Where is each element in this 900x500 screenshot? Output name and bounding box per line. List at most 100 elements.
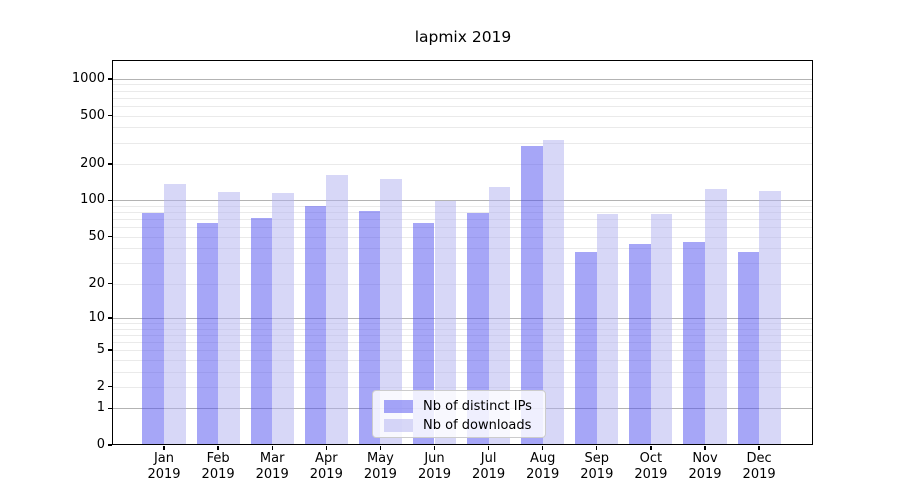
bar-downloads-mar [272,193,294,444]
x-tick-label-jul: Jul 2019 [472,451,506,482]
x-tick-mark-feb [217,445,219,450]
bar-downloads-dec [759,190,781,444]
y-tick-label-50: 50 [88,228,105,244]
bar-ips-jun [412,222,435,444]
plot-area [113,61,813,444]
gridline-100 [113,200,813,202]
bar-ips-apr [304,205,327,444]
gridline-9 [113,322,813,324]
gridline-50 [113,236,813,238]
bar-ips-jan [142,213,164,444]
y-tick-mark-50 [107,235,112,238]
y-tick-label-1000: 1000 [71,70,105,86]
y-tick-label-0: 0 [96,437,105,452]
bar-ips-nov [683,242,705,444]
y-tick-mark-2 [107,386,112,388]
bar-downloads-apr [326,175,348,444]
bar-ips-mar [250,217,273,444]
gridline-1000 [113,78,813,80]
legend: Nb of distinct IPs Nb of downloads [372,390,546,438]
bar-downloads-may [380,179,402,444]
legend-label-downloads: Nb of downloads [423,417,532,433]
gridline-10 [113,317,813,319]
bar-ips-sep [575,252,597,444]
y-tick-mark-5 [107,349,112,351]
x-tick-mark-jul [487,445,490,450]
x-tick-label-feb: Feb 2019 [201,451,235,482]
bar-ips-oct [629,244,651,444]
x-tick-label-oct: Oct 2019 [634,451,668,482]
bar-downloads-oct [650,214,673,444]
bar-downloads-jan [164,183,186,444]
x-tick-label-nov: Nov 2019 [688,451,722,482]
y-tick-label-20: 20 [88,275,105,291]
gridline-6 [113,341,813,343]
x-tick-label-sep: Sep 2019 [580,451,614,482]
bar-downloads-sep [596,214,619,444]
gridline-80 [113,212,813,214]
bar-downloads-jun [434,200,457,444]
y-tick-mark-0 [107,444,112,446]
y-tick-mark-10 [107,317,112,319]
gridline-800 [113,90,813,92]
gridline-60 [113,227,813,229]
x-tick-mark-jun [433,445,436,450]
y-tick-label-100: 100 [80,192,105,208]
gridline-200 [113,163,813,165]
gridline-900 [113,84,813,86]
y-tick-label-1: 1 [96,400,105,416]
legend-swatch-distinct-ips [384,400,413,413]
legend-label-distinct-ips: Nb of distinct IPs [423,398,532,414]
bar-downloads-feb [218,192,240,444]
gridline-5 [113,350,813,352]
bar-downloads-jul [488,187,511,444]
y-tick-mark-500 [107,114,112,117]
y-tick-label-5: 5 [96,342,105,358]
gridline-70 [113,219,813,221]
chart-title: lapmix 2019 [414,28,512,46]
gridline-40 [113,248,813,250]
bar-downloads-aug [542,139,565,444]
x-tick-label-apr: Apr 2019 [309,451,343,482]
gridline-500 [113,115,813,117]
y-tick-mark-20 [107,282,112,285]
bar-ips-jul [467,212,489,444]
y-tick-label-500: 500 [80,107,105,123]
y-tick-label-10: 10 [88,309,105,325]
x-tick-label-may: May 2019 [363,451,397,482]
x-tick-mark-mar [271,445,273,450]
x-tick-mark-sep [596,445,598,450]
y-tick-label-2: 2 [96,378,105,394]
y-tick-mark-100 [107,199,112,202]
x-tick-mark-apr [325,445,327,450]
x-tick-label-jun: Jun 2019 [417,451,452,482]
gridline-90 [113,205,813,207]
x-tick-label-mar: Mar 2019 [255,451,289,482]
gridline-7 [113,334,813,336]
gridline-8 [113,328,813,330]
bar-downloads-nov [705,189,727,444]
x-tick-mark-may [379,445,382,450]
x-tick-mark-oct [650,445,652,450]
gridline-400 [113,127,813,129]
y-tick-label-200: 200 [80,155,105,171]
gridline-3 [113,371,813,373]
legend-item-distinct-ips: Nb of distinct IPs [384,397,545,416]
x-tick-label-dec: Dec 2019 [742,451,776,482]
legend-item-downloads: Nb of downloads [384,416,545,435]
legend-swatch-downloads [384,419,413,432]
bar-ips-feb [196,222,219,444]
gridline-300 [113,142,813,144]
x-tick-label-aug: Aug 2019 [526,451,560,482]
gridline-4 [113,359,813,361]
bar-ips-aug [521,146,543,444]
gridline-600 [113,105,813,107]
x-tick-mark-nov [704,445,706,450]
gridline-30 [113,262,813,264]
x-tick-mark-dec [758,445,760,450]
gridline-20 [113,283,813,285]
bar-ips-may [358,210,381,444]
gridline-2 [113,386,813,388]
y-tick-mark-200 [107,163,112,165]
